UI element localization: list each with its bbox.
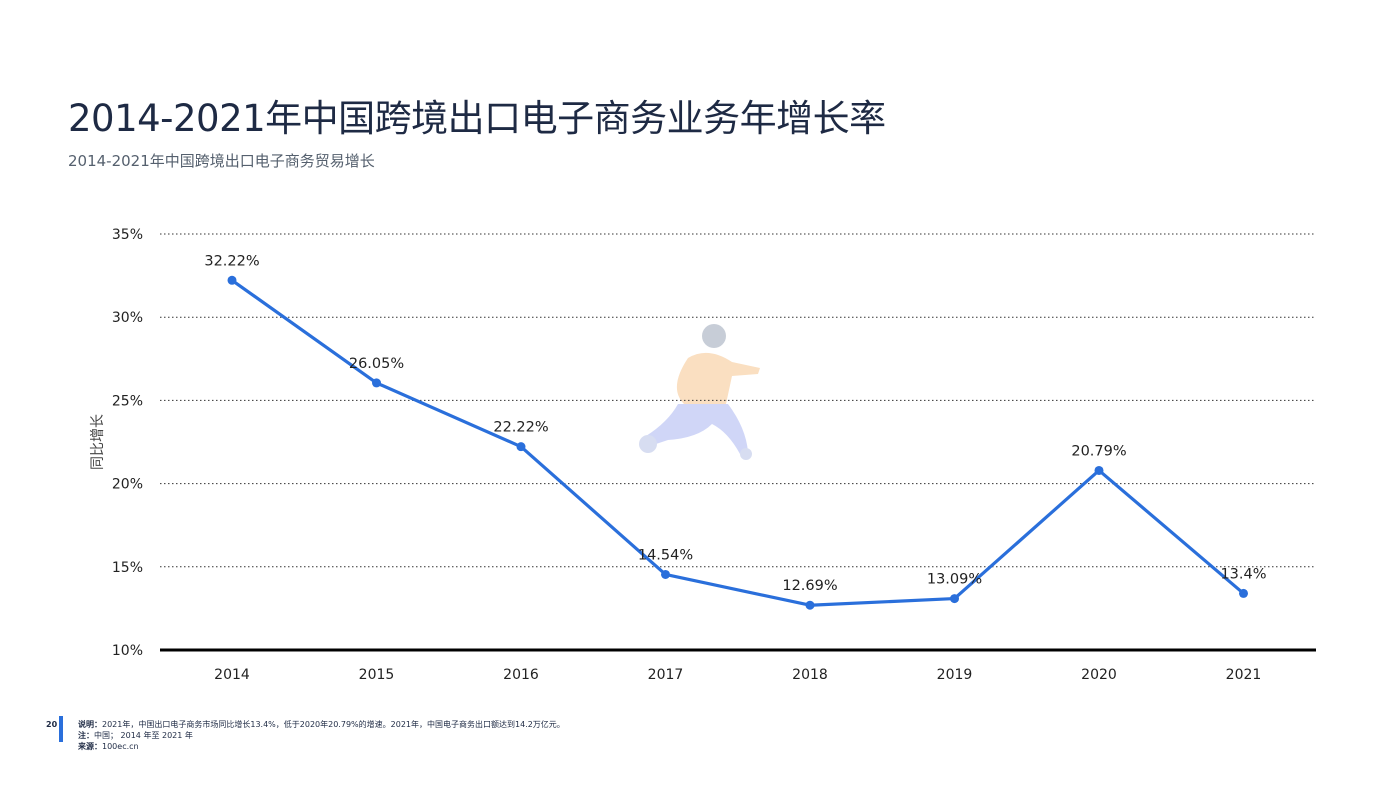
x-tick-label: 2020 [1081,667,1117,683]
source-text: 100ec.cn [102,742,139,751]
scope-text: 中国； 2014 年至 2021 年 [94,731,193,740]
data-label: 13.09% [927,572,982,588]
line-chart: 10%15%20%25%30%35% 2014 2015 2016 2017 2018 2… [90,227,1316,683]
x-axis-ticks: 2014 2015 2016 2017 2018 2019 2020 2021 [214,667,1261,683]
x-tick-label: 2021 [1226,667,1262,683]
y-tick-label: 15% [112,560,143,576]
x-tick-label: 2016 [503,667,539,683]
page-number: 20 [46,720,58,729]
data-point [950,594,959,604]
data-label: 14.54% [638,547,693,563]
data-point [516,442,526,452]
x-tick-label: 2018 [792,667,828,683]
x-tick-label: 2014 [214,667,250,683]
data-label: 12.69% [782,578,837,594]
footer-notes: 说明：2021年，中国出口电子商务市场同比增长13.4%，低于2020年20.7… [78,719,565,752]
note-line: 说明：2021年，中国出口电子商务市场同比增长13.4%，低于2020年20.7… [78,719,565,730]
y-tick-label: 25% [112,393,143,409]
y-tick-label: 10% [112,643,143,659]
y-axis-ticks: 10% 15% 20% 25% 30% 35% [112,227,143,659]
data-point [1094,465,1104,475]
y-tick-label: 30% [112,310,143,326]
scope-label: 注： [78,731,94,740]
data-point [227,275,237,285]
x-tick-label: 2017 [648,667,684,683]
data-label: 20.79% [1071,443,1126,459]
source-line: 来源：100ec.cn [78,741,565,752]
x-tick-label: 2019 [937,667,973,683]
data-label: 32.22% [204,253,259,269]
data-label: 13.4% [1220,566,1266,582]
y-tick-label: 20% [112,477,143,493]
data-label: 22.22% [493,420,548,436]
source-label: 来源： [78,742,102,751]
series-line-group [227,275,1248,610]
data-point [372,378,381,388]
series-line [231,278,1245,607]
data-point [805,600,815,610]
data-point [1239,588,1248,598]
note-text: 2021年，中国出口电子商务市场同比增长13.4%，低于2020年20.79%的… [102,720,565,729]
grid-lines [160,233,1316,652]
running-person-illustration [639,324,760,460]
page-subtitle: 2014-2021年中国跨境出口电子商务贸易增长 [68,152,375,170]
scope-line: 注：中国； 2014 年至 2021 年 [78,730,565,741]
data-label: 26.05% [349,356,404,372]
y-tick-label: 35% [112,227,143,243]
note-label: 说明： [78,720,102,729]
y-axis-label: 同比增长 [90,414,106,470]
data-label-group: 32.22% 26.05% 22.22% 14.54% 12.69% 13.09% 20.7… [204,253,1266,594]
footer: 20 说明：2021年，中国出口电子商务市场同比增长13.4%，低于2020年2… [0,714,1400,764]
page-title: 2014-2021年中国跨境出口电子商务业务年增长率 [68,97,886,140]
data-point [661,569,670,579]
footer-accent-bar [59,716,63,742]
x-tick-label: 2015 [359,667,395,683]
